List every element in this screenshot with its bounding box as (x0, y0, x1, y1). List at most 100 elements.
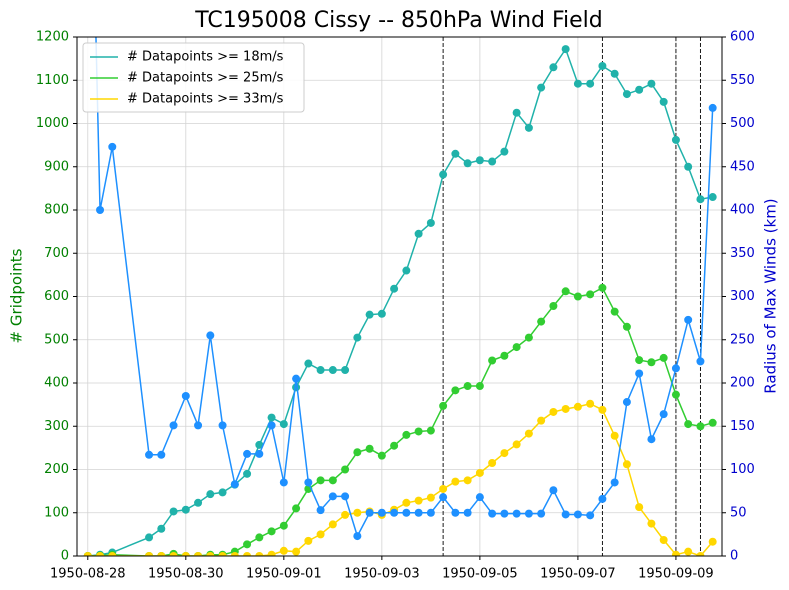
data-point (463, 508, 472, 517)
chart-title: TC195008 Cissy -- 850hPa Wind Field (194, 8, 603, 33)
data-point (353, 448, 362, 457)
data-point (684, 420, 693, 429)
data-point (316, 476, 325, 485)
data-point (426, 493, 435, 502)
data-point (549, 486, 558, 495)
data-point (365, 310, 374, 319)
y-tick-label: 300 (44, 419, 69, 434)
data-point (647, 435, 656, 444)
y2-tick-label: 150 (730, 419, 755, 434)
data-point (439, 484, 448, 493)
data-point (586, 79, 595, 88)
data-point (708, 537, 717, 546)
data-point (500, 509, 509, 518)
data-point (328, 492, 337, 501)
data-point (635, 503, 644, 512)
data-point (169, 552, 178, 556)
x-tick-label: 1950-09-09 (638, 567, 714, 582)
data-point (316, 366, 325, 375)
y-tick-label: 600 (44, 289, 69, 304)
y2-tick-label: 50 (730, 505, 747, 520)
data-point (463, 476, 472, 485)
data-point (267, 527, 276, 536)
data-point (255, 552, 264, 556)
data-point (377, 508, 386, 517)
data-point (353, 508, 362, 517)
data-point (598, 494, 607, 503)
data-point (108, 142, 117, 151)
data-point (341, 510, 350, 519)
data-point (145, 450, 154, 459)
data-point (696, 552, 705, 556)
data-point (647, 79, 656, 88)
data-point (292, 547, 301, 556)
data-point (684, 315, 693, 324)
data-point (451, 386, 460, 395)
data-point (279, 478, 288, 487)
data-point (243, 469, 252, 478)
data-point (696, 357, 705, 366)
data-point (635, 356, 644, 365)
data-point (561, 510, 570, 519)
data-point (610, 478, 619, 487)
data-point (475, 468, 484, 477)
data-point (108, 552, 117, 556)
data-point (512, 509, 521, 518)
data-point (304, 478, 313, 487)
y-tick-label: 400 (44, 376, 69, 391)
data-point (635, 85, 644, 94)
data-point (145, 533, 154, 542)
data-point (206, 331, 215, 340)
data-point (255, 533, 264, 542)
data-point (267, 550, 276, 556)
data-point (157, 524, 166, 533)
data-point (292, 504, 301, 513)
data-point (267, 413, 276, 422)
data-point (328, 366, 337, 375)
data-point (488, 509, 497, 518)
data-point (279, 546, 288, 555)
data-point (573, 402, 582, 411)
data-point (328, 476, 337, 485)
data-point (696, 422, 705, 431)
y2-tick-label: 250 (730, 332, 755, 347)
data-point (255, 449, 264, 458)
data-point (647, 358, 656, 367)
data-point (598, 283, 607, 292)
data-point (598, 61, 607, 70)
data-point (390, 508, 399, 517)
data-point (206, 552, 215, 556)
data-point (610, 431, 619, 440)
y2-tick-label: 0 (730, 549, 738, 564)
y2-tick-label: 200 (730, 376, 755, 391)
legend-label: # Datapoints >= 18m/s (127, 50, 284, 65)
data-point (524, 429, 533, 438)
y-tick-label: 1000 (36, 116, 69, 131)
x-tick-label: 1950-09-07 (540, 567, 616, 582)
data-point (610, 69, 619, 78)
data-point (500, 351, 509, 360)
data-point (708, 103, 717, 112)
data-point (488, 459, 497, 468)
x-tick-label: 1950-08-30 (148, 567, 224, 582)
y-tick-label: 900 (44, 159, 69, 174)
data-point (684, 162, 693, 171)
y2-tick-label: 350 (730, 246, 755, 261)
data-point (537, 83, 546, 92)
data-point (243, 449, 252, 458)
y-tick-label: 700 (44, 246, 69, 261)
data-point (230, 480, 239, 489)
data-point (292, 374, 301, 383)
data-point (659, 353, 668, 362)
plot-series (83, 37, 717, 556)
data-point (451, 149, 460, 158)
data-point (586, 511, 595, 520)
data-point (573, 510, 582, 519)
data-point (341, 465, 350, 474)
data-point (157, 552, 166, 556)
data-point (598, 405, 607, 414)
data-point (573, 79, 582, 88)
y-tick-label: 100 (44, 505, 69, 520)
series-line (87, 402, 714, 556)
data-point (169, 421, 178, 430)
